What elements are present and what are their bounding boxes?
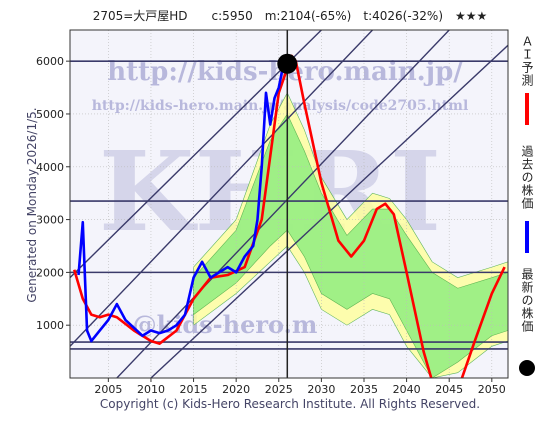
latest-price-point	[277, 53, 298, 74]
axes: 1000 2000 3000 4000 5000 6000 2005 2010 2015 2020…	[36, 29, 535, 396]
plot: http://kids-hero.main.jp/http://kids-her…	[70, 30, 508, 378]
y-tick-label: 1000	[36, 319, 64, 332]
y-tick-label: 4000	[36, 161, 64, 174]
footer: Copyright (c) Kids-Hero Research Institu…	[100, 397, 480, 411]
chart-title: 2705=大戸屋HD c:5950 m:2104(-65%) t:4026(-3…	[93, 9, 488, 23]
x-tick-label: 2015	[180, 383, 208, 396]
y-tick-label: 5000	[36, 108, 64, 121]
side-caption: Generated on Monday 2026/1/5.	[25, 107, 39, 302]
x-tick-label: 2035	[350, 383, 378, 396]
legend-label: 最新の株価	[520, 268, 534, 333]
legend-key	[519, 360, 535, 376]
y-tick-label: 2000	[36, 266, 64, 279]
x-tick-label: 2010	[137, 383, 165, 396]
y-tick-label: 3000	[36, 214, 64, 227]
legend-label: 過去の株価	[520, 145, 534, 210]
forecast-band	[193, 113, 508, 378]
x-tick-label: 2030	[307, 383, 335, 396]
y-tick-label: 6000	[36, 55, 64, 68]
legend-label: ＡＩ予測	[520, 35, 534, 87]
x-tick-label: 2045	[435, 383, 463, 396]
series-line	[77, 62, 288, 343]
trend-line	[70, 30, 374, 347]
watermark: @kids-hero.m	[133, 310, 318, 339]
trend-line	[116, 30, 450, 378]
x-tick-label: 2050	[478, 383, 506, 396]
x-tick-label: 2005	[94, 383, 122, 396]
trend-line	[70, 30, 322, 279]
x-tick-label: 2020	[222, 383, 250, 396]
plot-frame	[69, 29, 509, 379]
x-tick-label: 2025	[265, 383, 293, 396]
x-tick-label: 2040	[393, 383, 421, 396]
